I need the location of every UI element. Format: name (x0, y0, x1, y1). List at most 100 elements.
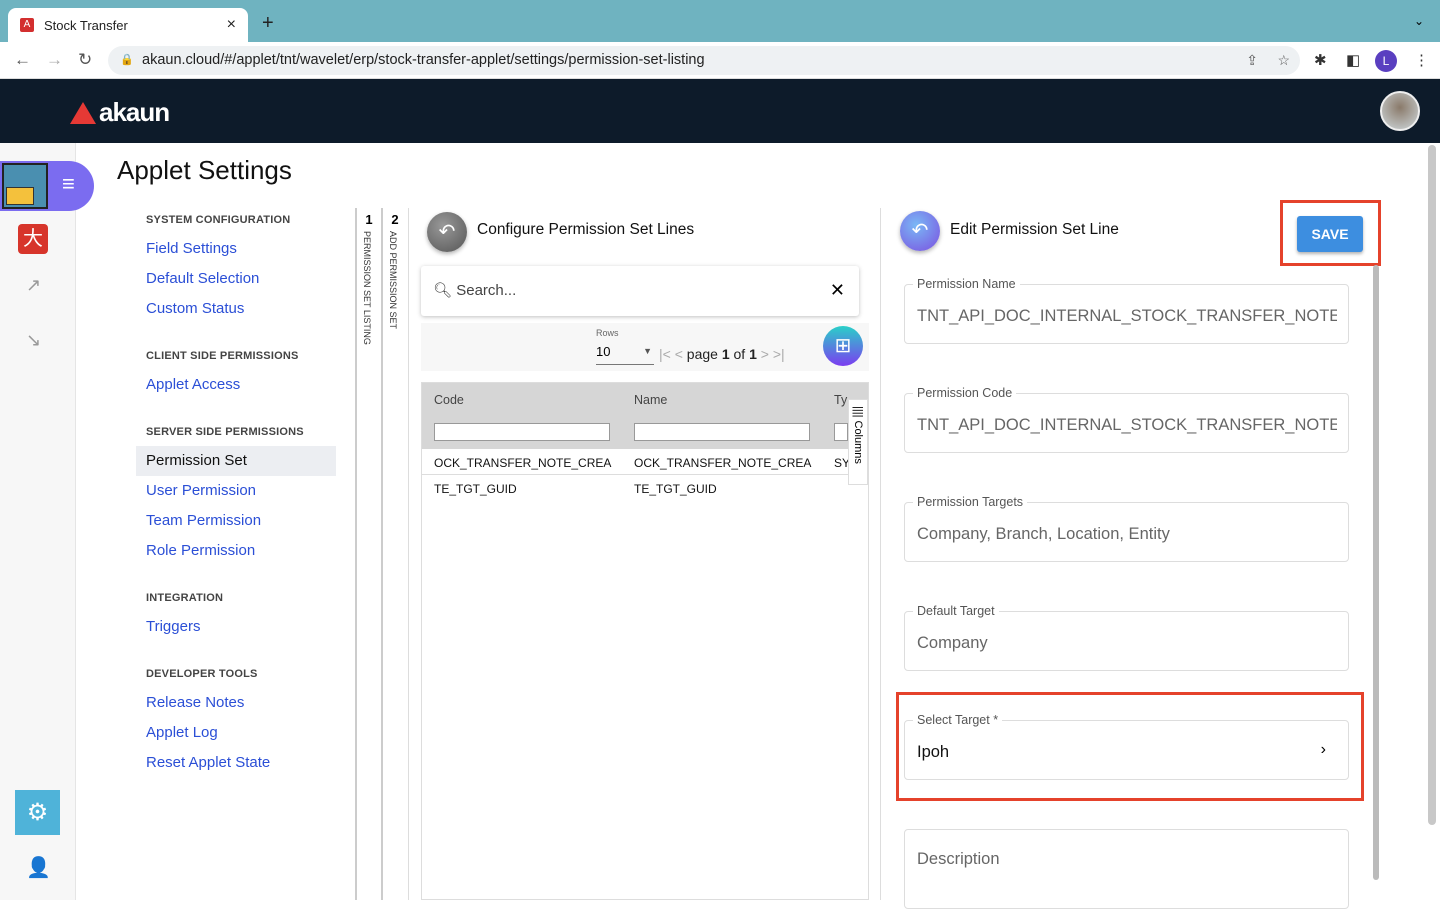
cell: OCK_TRANSFER_NOTE_CREA (434, 456, 612, 470)
menu-item-custom-status[interactable]: Custom Status (146, 300, 245, 317)
step-1[interactable]: 1 PERMISSION SET LISTING (355, 208, 381, 900)
save-highlight (1280, 200, 1381, 266)
forward-icon[interactable]: → (46, 50, 63, 69)
dropdown-arrow-icon: ▼ (643, 346, 652, 356)
menu-item-user-permission[interactable]: User Permission (146, 482, 257, 499)
column-header-name[interactable]: Name (634, 393, 668, 407)
field-value: Ipoh (917, 743, 950, 761)
description-field[interactable]: Description (904, 829, 1349, 909)
app-header: akaun (0, 79, 1440, 143)
field-value: Company, Branch, Location, Entity (917, 525, 1170, 543)
rows-value: 10 (596, 344, 611, 359)
menu-item-reset-applet-state[interactable]: Reset Applet State (146, 754, 271, 771)
tab-title: Stock Transfer (44, 17, 128, 33)
page-scrollbar[interactable] (1428, 145, 1436, 825)
field-value: TNT_API_DOC_INTERNAL_STOCK_TRANSFER_NOTE… (917, 416, 1337, 434)
panel-scrollbar[interactable] (1373, 265, 1379, 880)
settings-menu: SYSTEM CONFIGURATION Field Settings Defaul… (136, 214, 336, 778)
trending-down-icon[interactable]: ↘ (26, 330, 42, 350)
last-page-icon[interactable]: >| (772, 346, 785, 362)
columns-label: Columns (852, 420, 864, 464)
menu-item-release-notes[interactable]: Release Notes (146, 694, 245, 711)
permission-code-field[interactable]: Permission Code TNT_API_DOC_INTERNAL_STOC… (904, 386, 1349, 453)
menu-item-role-permission[interactable]: Role Permission (146, 542, 256, 559)
back-icon[interactable]: ← (14, 50, 31, 69)
field-value: TNT_API_DOC_INTERNAL_STOCK_TRANSFER_NOTE… (917, 307, 1337, 325)
page-word: page (686, 346, 718, 362)
column-header-type[interactable]: Ty (834, 393, 848, 407)
edit-line-panel: ↶ Edit Permission Set Line SAVE Permissi… (882, 200, 1381, 909)
url-field[interactable]: 🔒 akaun.cloud/#/applet/tnt/wavelet/erp/st… (108, 46, 1300, 75)
menu-item-applet-access[interactable]: Applet Access (146, 376, 241, 393)
permission-targets-field[interactable]: Permission Targets Company, Branch, Locat… (904, 495, 1349, 562)
akaun-logo[interactable]: akaun (70, 97, 170, 128)
extensions-icon[interactable]: ✱ (1314, 52, 1327, 69)
settings-gear-icon[interactable]: ⚙ (15, 790, 60, 835)
menu-item-triggers[interactable]: Triggers (146, 618, 201, 635)
star-icon[interactable]: ☆ (1277, 52, 1290, 68)
address-bar-row: ← → ↻ 🔒 akaun.cloud/#/applet/tnt/wavelet/… (0, 42, 1440, 79)
reload-icon[interactable]: ↻ (78, 50, 93, 69)
angular-favicon-icon: A (20, 18, 34, 32)
profile-avatar[interactable]: L (1375, 50, 1397, 72)
person-icon[interactable]: 👤 (26, 857, 51, 879)
table-row[interactable]: TE_TGT_GUID TE_TGT_GUID (422, 475, 848, 501)
save-button[interactable]: SAVE (1297, 216, 1363, 252)
next-page-icon[interactable]: > (760, 346, 769, 362)
warehouse-icon[interactable] (2, 163, 48, 209)
grid-view-button[interactable]: ⊞ (823, 326, 863, 366)
step-2[interactable]: 2 ADD PERMISSION SET (381, 208, 407, 900)
tab-search-chevron-icon[interactable]: ⌄ (1413, 14, 1424, 28)
table-row[interactable]: OCK_TRANSFER_NOTE_CREA OCK_TRANSFER_NOTE_… (422, 449, 850, 475)
field-label: Default Target (913, 604, 999, 618)
applet-red-icon[interactable]: 大 (18, 224, 48, 254)
prev-page-icon[interactable]: < (674, 346, 683, 362)
sidepanel-icon[interactable]: ◧ (1346, 52, 1361, 69)
field-label: Permission Code (913, 386, 1017, 400)
step-number: 2 (391, 212, 399, 227)
field-label: Select Target * (913, 713, 1003, 727)
user-avatar[interactable] (1380, 91, 1420, 131)
search-icon: 🔍︎ (433, 282, 453, 299)
column-header-code[interactable]: Code (434, 393, 464, 407)
menu-section-heading: SERVER SIDE PERMISSIONS (146, 426, 304, 438)
select-target-highlight (896, 692, 1364, 801)
columns-toggle[interactable]: |||| Columns (848, 399, 868, 485)
more-icon[interactable]: ⋮ (1414, 52, 1429, 69)
type-filter-input[interactable] (834, 423, 848, 441)
clear-search-icon[interactable]: ✕ (829, 280, 845, 300)
cell: TE_TGT_GUID (634, 482, 717, 496)
field-value: Company (917, 634, 988, 652)
configure-lines-panel: ↶ Configure Permission Set Lines 🔍︎ Sear… (408, 208, 881, 900)
menu-section-heading: CLIENT SIDE PERMISSIONS (146, 350, 299, 362)
trending-up-icon[interactable]: ↗ (26, 275, 42, 295)
back-button[interactable]: ↶ (900, 211, 940, 251)
menu-item-default-selection[interactable]: Default Selection (146, 270, 260, 287)
logo-mark-icon (70, 101, 96, 124)
field-placeholder: Description (917, 850, 1000, 868)
rows-select[interactable]: 10 ▼ (596, 344, 654, 365)
cell: TE_TGT_GUID (434, 482, 517, 496)
search-placeholder: Search... (456, 282, 517, 299)
lines-table: Code Name Ty OCK_TRANSFER_NOTE_CREA OCK_T… (421, 382, 869, 900)
page-title: Applet Settings (117, 155, 292, 185)
new-tab-button[interactable]: + (262, 12, 274, 34)
close-tab-icon[interactable]: × (226, 16, 236, 33)
browser-tab[interactable]: A Stock Transfer × (8, 8, 248, 42)
field-label: Permission Name (913, 277, 1020, 291)
menu-section-heading: DEVELOPER TOOLS (146, 668, 258, 680)
select-target-field[interactable]: Select Target * Ipoh › (904, 713, 1349, 780)
name-filter-input[interactable] (634, 423, 810, 441)
default-target-field[interactable]: Default Target Company (904, 604, 1349, 671)
back-button[interactable]: ↶ (427, 212, 467, 252)
logo-text: akaun (99, 97, 170, 127)
share-icon[interactable]: ⇪ (1246, 52, 1258, 68)
code-filter-input[interactable] (434, 423, 610, 441)
menu-item-team-permission[interactable]: Team Permission (146, 512, 262, 529)
menu-item-permission-set[interactable]: Permission Set (136, 446, 336, 476)
permission-name-field[interactable]: Permission Name TNT_API_DOC_INTERNAL_STOC… (904, 277, 1349, 344)
first-page-icon[interactable]: |< (659, 346, 671, 362)
search-input[interactable]: 🔍︎ Search... ✕ (421, 266, 859, 316)
menu-item-applet-log[interactable]: Applet Log (146, 724, 218, 741)
menu-item-field-settings[interactable]: Field Settings (146, 240, 237, 257)
